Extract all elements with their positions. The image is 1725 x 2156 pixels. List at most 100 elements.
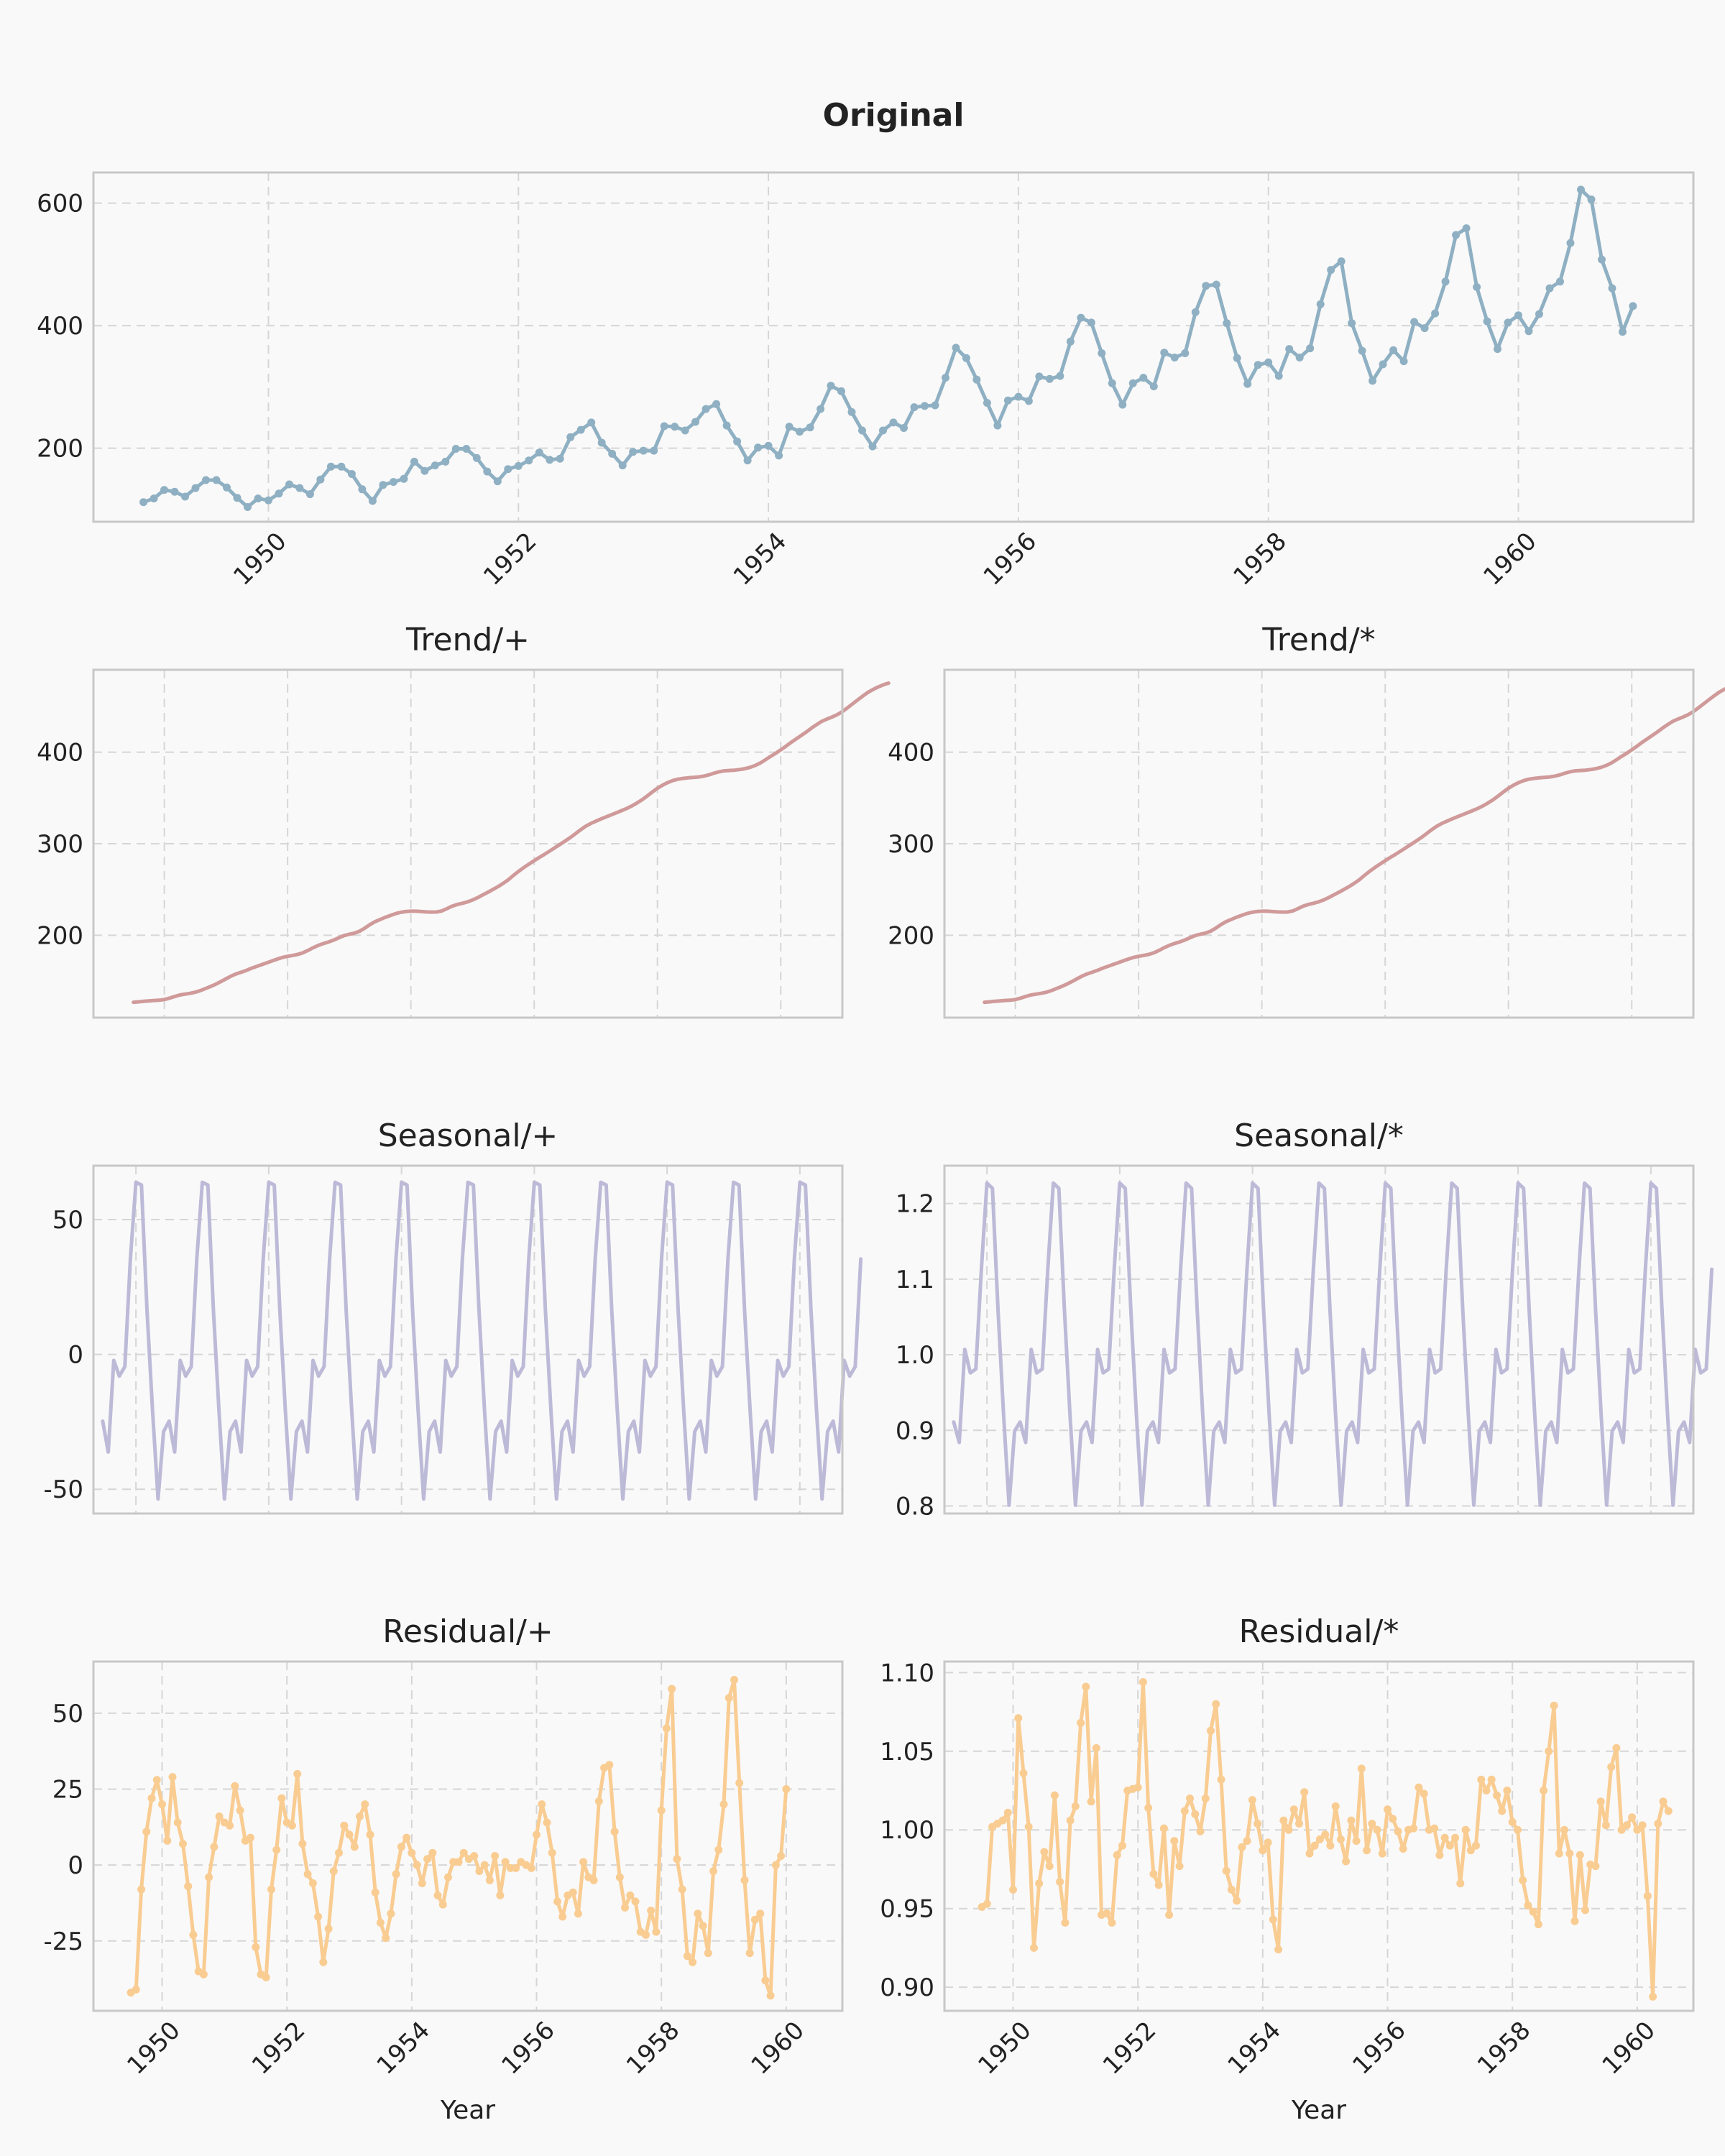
data-point bbox=[1357, 1764, 1366, 1773]
data-point bbox=[1336, 1835, 1345, 1843]
data-point bbox=[366, 1830, 374, 1839]
data-point bbox=[1389, 1815, 1397, 1823]
data-point bbox=[1212, 280, 1220, 289]
data-point bbox=[1373, 1825, 1381, 1834]
data-point bbox=[569, 1888, 577, 1897]
data-point bbox=[392, 1870, 400, 1879]
data-point bbox=[1003, 1808, 1012, 1817]
data-point bbox=[1503, 1787, 1512, 1795]
data-point bbox=[678, 1885, 686, 1894]
data-point bbox=[462, 445, 471, 453]
data-point bbox=[1633, 1825, 1642, 1834]
data-point bbox=[223, 483, 231, 492]
data-point bbox=[305, 490, 314, 499]
data-point bbox=[673, 1855, 681, 1864]
data-point bbox=[1201, 1795, 1210, 1802]
data-point bbox=[326, 462, 335, 471]
data-point bbox=[293, 1769, 302, 1778]
data-point bbox=[397, 1843, 405, 1851]
data-point bbox=[1649, 1992, 1657, 2001]
data-point bbox=[358, 485, 367, 494]
data-point bbox=[210, 1843, 218, 1851]
data-point bbox=[652, 1927, 661, 1936]
data-point bbox=[1315, 1835, 1324, 1843]
data-point bbox=[610, 1828, 619, 1836]
data-point bbox=[1601, 1821, 1610, 1830]
axes-frame bbox=[943, 668, 1695, 1019]
data-point bbox=[1545, 284, 1554, 292]
data-point bbox=[454, 1858, 463, 1866]
data-point bbox=[1077, 313, 1085, 322]
data-point bbox=[1628, 1813, 1637, 1822]
data-point bbox=[1019, 1769, 1028, 1777]
data-point bbox=[942, 374, 949, 382]
data-point bbox=[574, 1909, 582, 1918]
data-point bbox=[1300, 1788, 1309, 1797]
data-point bbox=[1180, 1807, 1189, 1815]
data-point bbox=[722, 421, 731, 430]
data-point bbox=[668, 1685, 676, 1693]
data-point bbox=[1108, 379, 1116, 387]
data-point bbox=[184, 1882, 193, 1891]
y-tick-label: 400 bbox=[888, 739, 934, 768]
data-point bbox=[694, 1909, 702, 1918]
data-point bbox=[226, 1821, 234, 1830]
data-point bbox=[1524, 327, 1533, 336]
data-point bbox=[546, 456, 554, 464]
data-point bbox=[418, 1879, 426, 1887]
data-point bbox=[702, 405, 710, 413]
y-tick-label: 1.00 bbox=[880, 1816, 934, 1845]
data-point bbox=[275, 489, 283, 498]
data-point bbox=[847, 407, 856, 416]
data-point bbox=[1452, 231, 1460, 239]
data-point bbox=[1420, 324, 1429, 333]
data-point bbox=[459, 1848, 468, 1857]
data-point bbox=[629, 448, 638, 456]
data-point bbox=[1087, 318, 1095, 327]
data-point bbox=[1035, 1879, 1044, 1888]
data-point bbox=[1352, 1837, 1361, 1846]
y-tick-label: 0.95 bbox=[880, 1895, 934, 1924]
data-point bbox=[1456, 1879, 1465, 1888]
data-point bbox=[1289, 1805, 1298, 1814]
data-point bbox=[889, 418, 898, 427]
data-point bbox=[1061, 1918, 1070, 1927]
data-point bbox=[1191, 308, 1200, 316]
data-point bbox=[205, 1873, 213, 1881]
data-point bbox=[431, 461, 439, 470]
data-point bbox=[1118, 1841, 1126, 1850]
data-point bbox=[480, 1861, 489, 1869]
data-point bbox=[1462, 224, 1471, 233]
data-point bbox=[1409, 1824, 1418, 1833]
y-tick-label: 1.0 bbox=[896, 1341, 934, 1370]
data-point bbox=[163, 1836, 172, 1845]
data-point bbox=[761, 1976, 770, 1985]
data-point bbox=[587, 418, 596, 427]
data-point bbox=[1440, 1833, 1449, 1842]
data-point bbox=[1482, 1787, 1491, 1795]
y-tick-label: 0.90 bbox=[880, 1973, 934, 2002]
data-point bbox=[1607, 1763, 1616, 1772]
data-point bbox=[1202, 282, 1210, 290]
y-tick-label: -50 bbox=[43, 1475, 83, 1504]
data-point bbox=[402, 1833, 411, 1842]
data-point bbox=[647, 1907, 656, 1915]
data-point bbox=[662, 1724, 671, 1733]
data-point bbox=[233, 494, 242, 502]
data-point bbox=[1149, 1870, 1158, 1878]
axes-frame bbox=[92, 171, 1695, 523]
data-point bbox=[1139, 374, 1148, 382]
data-point bbox=[236, 1806, 244, 1815]
data-point bbox=[750, 1915, 759, 1924]
data-point bbox=[1331, 1802, 1340, 1810]
data-point bbox=[158, 1800, 166, 1809]
data-point bbox=[699, 1922, 707, 1930]
data-point bbox=[1222, 1866, 1230, 1875]
data-point bbox=[1327, 266, 1335, 275]
panel-title: Seasonal/* bbox=[1234, 1118, 1404, 1154]
data-point bbox=[764, 441, 773, 450]
data-point bbox=[215, 1812, 224, 1820]
data-point bbox=[733, 437, 742, 446]
data-point bbox=[252, 1943, 260, 1951]
data-point bbox=[491, 1852, 500, 1860]
